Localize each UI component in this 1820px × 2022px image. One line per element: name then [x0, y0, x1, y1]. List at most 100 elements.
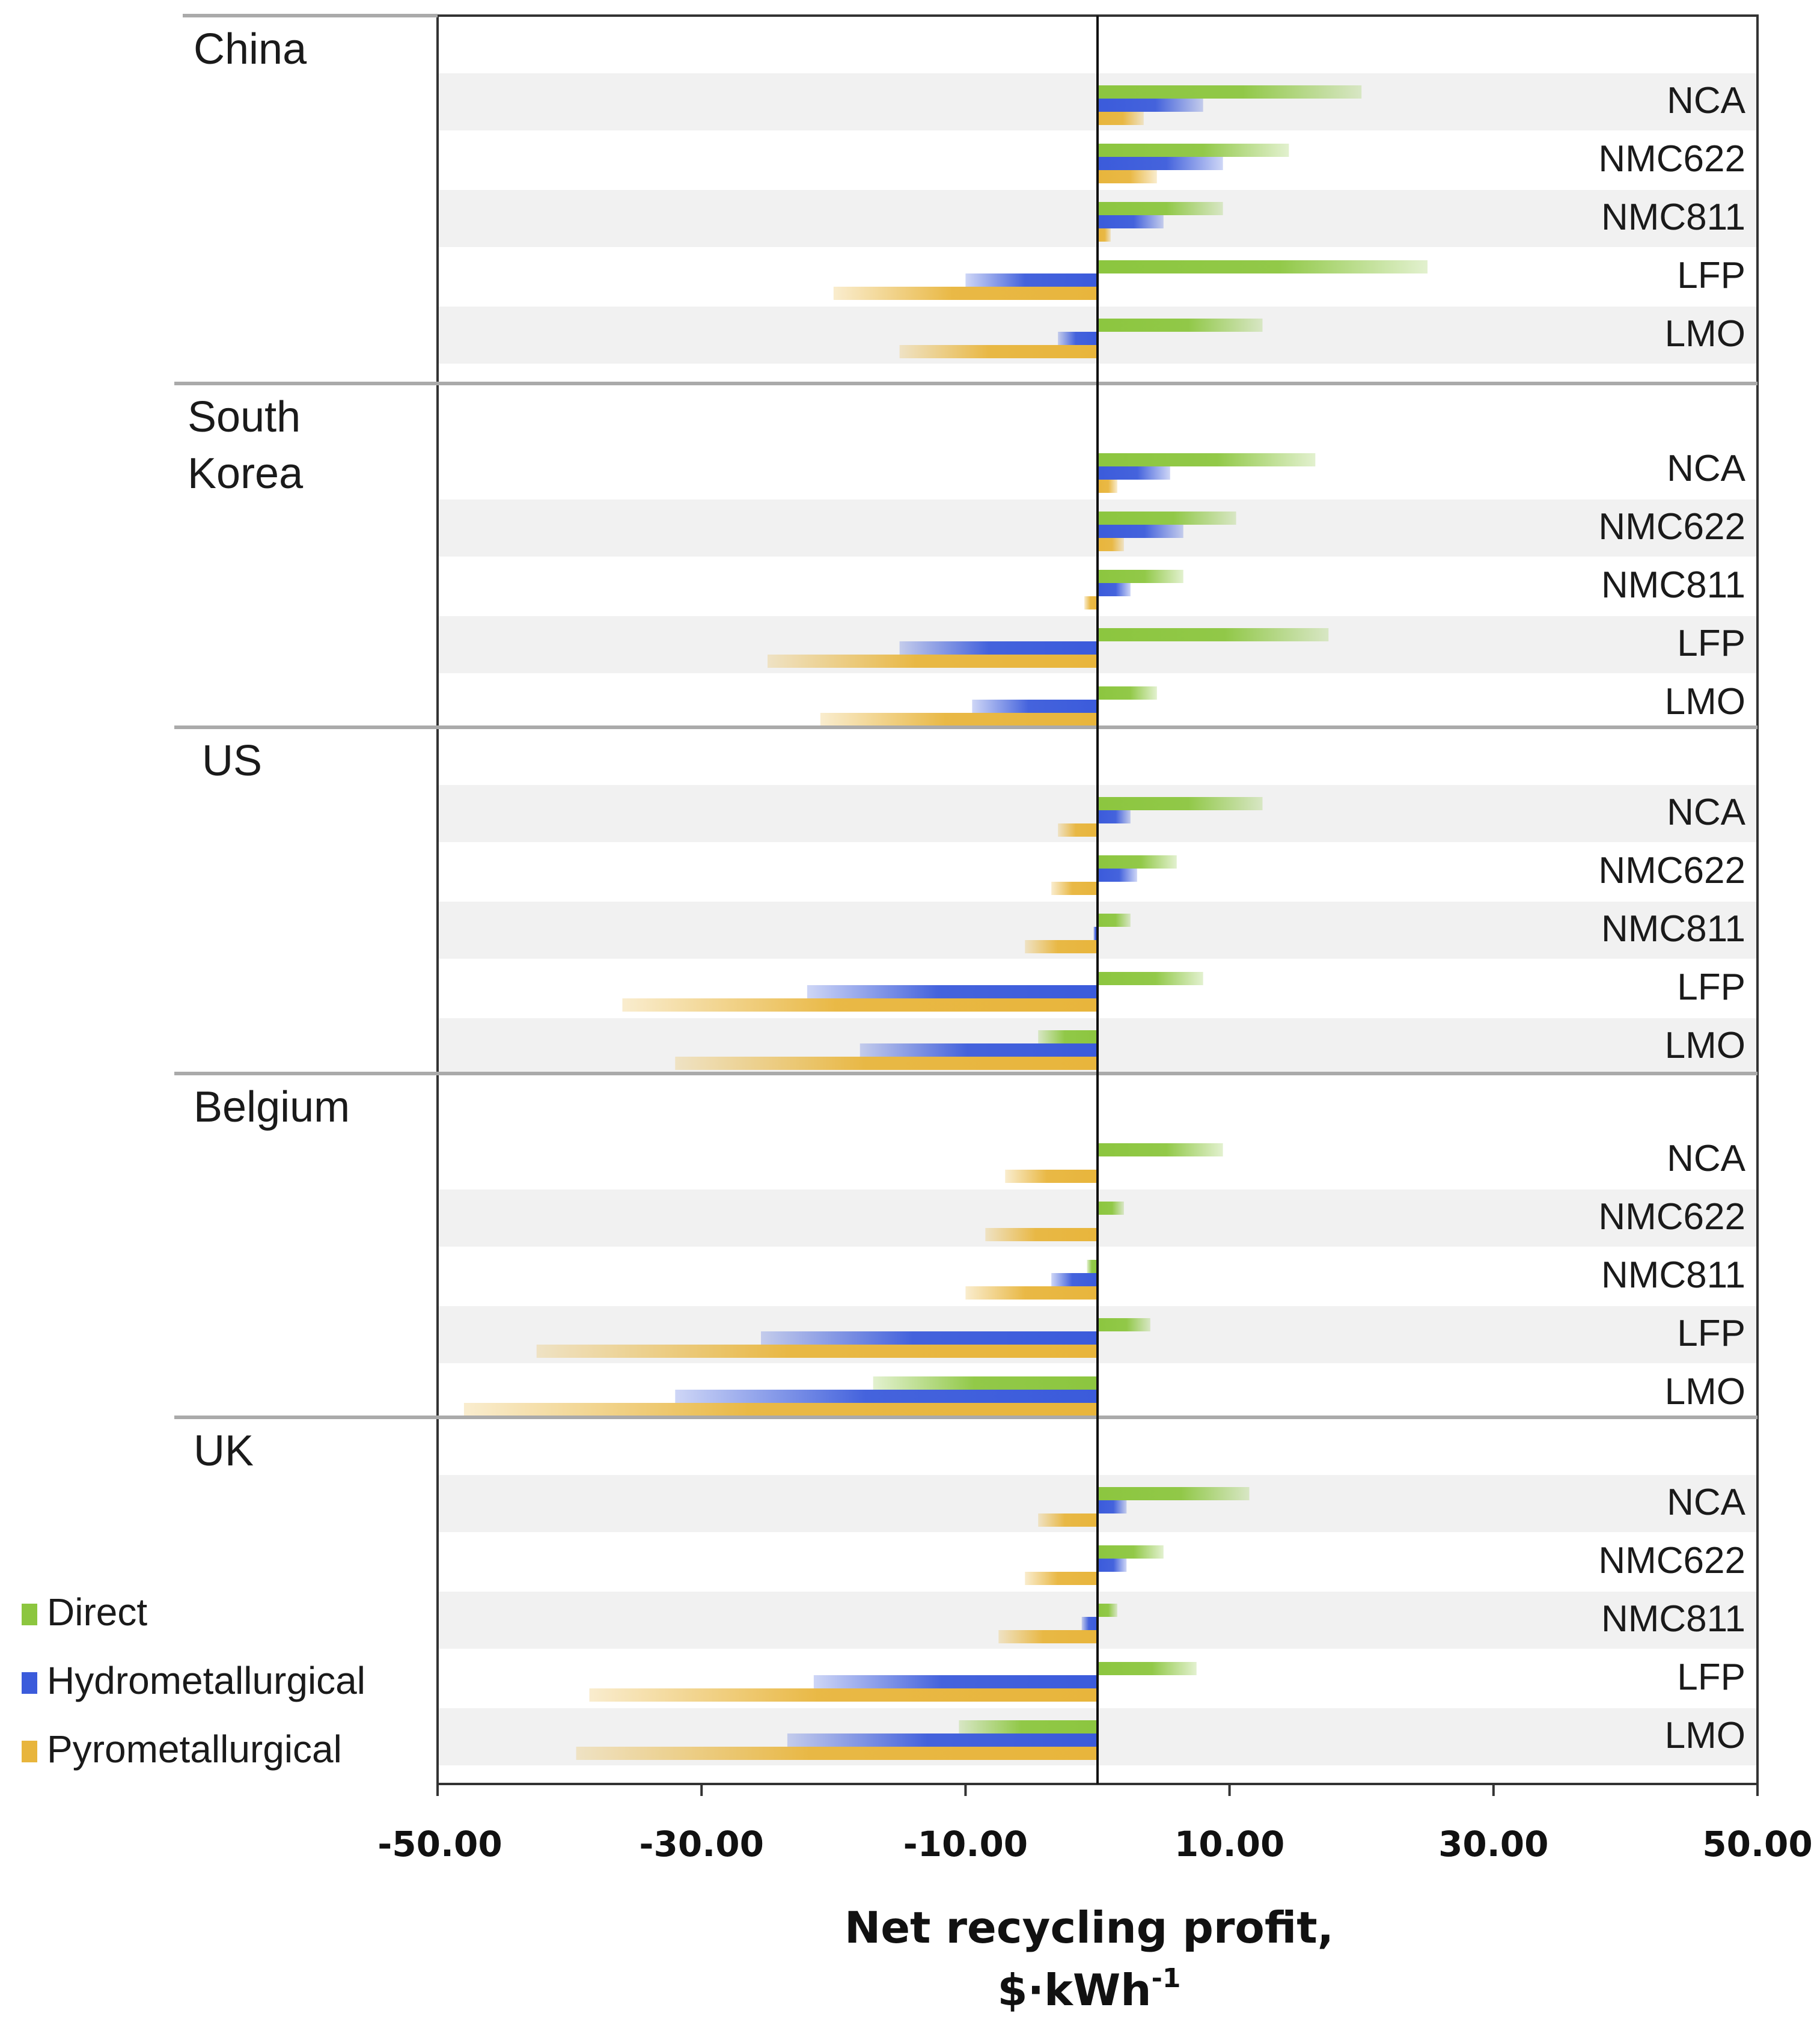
bar-direct [1098, 1487, 1250, 1500]
category-label: NMC622 [1598, 1540, 1745, 1581]
category-label: LMO [1665, 1715, 1745, 1756]
bar-hydro [1098, 1559, 1127, 1572]
bar-pyro [463, 1403, 1098, 1416]
category-label: NMC622 [1598, 1196, 1745, 1238]
legend-label-hydro: Hydrometallurgical [47, 1659, 365, 1702]
bar-direct [1098, 914, 1131, 927]
bar-pyro [768, 655, 1098, 668]
x-axis-unit-exponent: -1 [1152, 1963, 1181, 1994]
bar-direct [1087, 1260, 1098, 1273]
category-label: NMC622 [1598, 138, 1745, 180]
bar-direct [1098, 855, 1177, 869]
bar-direct [1098, 686, 1157, 700]
category-label: LMO [1665, 1371, 1745, 1413]
bar-direct [1098, 202, 1223, 215]
bar-pyro [820, 713, 1098, 726]
bar-hydro [1098, 583, 1131, 596]
bar-direct [1098, 1202, 1124, 1215]
region-label: China [194, 25, 307, 73]
bar-hydro [675, 1390, 1098, 1403]
category-label: NCA [1667, 448, 1746, 489]
bar-hydro [972, 700, 1098, 713]
category-label: LMO [1665, 1025, 1745, 1066]
labels-layer: NCA NMC622 NMC811 LFP LMO China NCA NMC622 NMC81… [188, 25, 1746, 1756]
bar-pyro [833, 287, 1098, 300]
bar-pyro [985, 1228, 1098, 1241]
category-label: NCA [1667, 792, 1746, 833]
category-label: LFP [1677, 623, 1745, 664]
bar-pyro [1098, 170, 1157, 183]
bar-hydro [1098, 525, 1183, 538]
bar-hydro [1098, 869, 1137, 882]
bar-direct [1098, 1318, 1150, 1331]
bar-direct [1098, 1662, 1197, 1675]
legend-label-pyro: Pyrometallurgical [47, 1727, 342, 1771]
category-label: LFP [1677, 1657, 1745, 1698]
bar-pyro [1025, 1572, 1098, 1585]
bar-direct [1098, 319, 1263, 332]
bar-hydro [807, 985, 1098, 998]
bar-pyro [622, 998, 1098, 1012]
category-label: NMC811 [1601, 564, 1745, 606]
bar-pyro [1025, 940, 1098, 953]
bar-direct [1098, 260, 1428, 273]
category-label: NMC811 [1601, 1598, 1745, 1640]
bar-pyro [899, 345, 1098, 358]
bar-direct [1098, 453, 1316, 466]
bar-direct [1098, 85, 1362, 99]
bar-hydro [1098, 157, 1223, 170]
bar-pyro [1098, 480, 1117, 493]
x-axis-unit: $·kWh-1 [998, 1963, 1181, 2015]
bar-direct [1098, 512, 1236, 525]
category-label: LFP [1677, 1313, 1745, 1354]
bar-hydro [1098, 215, 1164, 228]
bar-hydro [1098, 99, 1203, 112]
bar-pyro [1098, 228, 1111, 242]
x-tick-label: 50.00 [1702, 1824, 1812, 1865]
bar-direct [873, 1376, 1098, 1390]
bar-direct [1098, 1604, 1117, 1617]
category-label: NMC811 [1601, 1254, 1745, 1296]
bar-pyro [965, 1286, 1098, 1300]
bar-direct [1098, 144, 1289, 157]
bar-hydro [1058, 332, 1098, 345]
x-axis: -50.00 -30.00 -10.00 10.00 30.00 50.00 Net rec… [377, 1784, 1813, 2015]
category-label: NCA [1667, 1138, 1746, 1179]
bar-pyro [536, 1345, 1098, 1358]
region-label: UK [194, 1427, 254, 1475]
x-tick-label: 30.00 [1438, 1824, 1548, 1865]
bar-pyro [1084, 596, 1098, 609]
bar-hydro [787, 1733, 1098, 1747]
legend-swatch-pyro [22, 1741, 37, 1762]
x-axis-title: Net recycling profit, [844, 1902, 1334, 1953]
bar-hydro [899, 641, 1098, 655]
bar-direct [1098, 972, 1203, 985]
bar-direct [1098, 1143, 1223, 1156]
bars-layer [463, 85, 1428, 1760]
region-label: Belgium [194, 1083, 350, 1131]
legend: Direct Hydrometallurgical Pyrometallurgica… [22, 1590, 365, 1771]
bar-direct [1098, 797, 1263, 810]
bar-pyro [1051, 882, 1098, 895]
region-label: South [188, 393, 301, 441]
category-label: LMO [1665, 681, 1745, 722]
region-label: US [202, 737, 262, 785]
category-label: NCA [1667, 80, 1746, 121]
bar-pyro [1098, 112, 1144, 125]
x-tick-label: -50.00 [377, 1824, 502, 1865]
category-label: LFP [1677, 967, 1745, 1008]
category-label: NMC811 [1601, 908, 1745, 950]
category-label: NCA [1667, 1482, 1746, 1523]
bar-pyro [1005, 1170, 1098, 1183]
bar-pyro [1038, 1513, 1098, 1527]
category-label: NMC622 [1598, 850, 1745, 891]
category-label: NMC811 [1601, 197, 1745, 238]
bar-hydro [1098, 1500, 1127, 1513]
legend-label-direct: Direct [47, 1590, 147, 1634]
bar-direct [1038, 1030, 1098, 1043]
bar-pyro [675, 1057, 1098, 1070]
category-label: LMO [1665, 313, 1745, 355]
bar-direct [1098, 570, 1183, 583]
bar-direct [959, 1720, 1098, 1733]
